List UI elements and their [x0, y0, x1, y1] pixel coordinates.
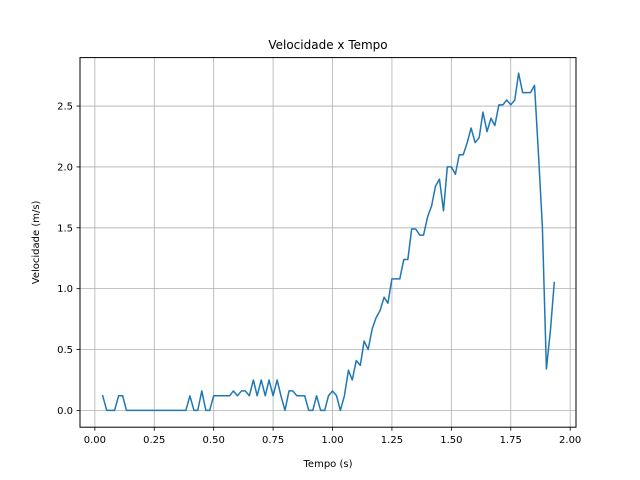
y-tick-label: 1.0: [57, 284, 73, 295]
x-tick-label: 0.00: [84, 435, 106, 446]
y-tick-label: 0.5: [57, 345, 73, 356]
x-tick-label: 1.25: [381, 435, 403, 446]
y-tick-label: 1.5: [57, 223, 73, 234]
x-tick-label: 2.00: [559, 435, 581, 446]
x-tick-label: 1.75: [500, 435, 522, 446]
grid: [80, 57, 576, 428]
series-layer: [101, 72, 556, 412]
x-axis-label: Tempo (s): [303, 459, 353, 470]
y-tick-label: 2.5: [57, 102, 73, 113]
x-tick-label: 0.25: [143, 435, 165, 446]
series-line: [101, 72, 556, 412]
x-tick-label: 0.50: [203, 435, 225, 446]
y-tick-label: 2.0: [57, 162, 73, 173]
x-axis-ticks: 0.00 0.25 0.50 0.75 1.00 1.25 1.50 1.75 2.00: [84, 427, 581, 446]
y-tick-label: 0.0: [57, 406, 73, 417]
plot-frame: [79, 57, 577, 428]
y-axis-label: Velocidade (m/s): [31, 200, 42, 284]
x-tick-label: 1.00: [321, 435, 343, 446]
x-tick-label: 0.75: [262, 435, 284, 446]
chart-title: Velocidade x Tempo: [268, 38, 387, 52]
x-tick-label: 1.50: [440, 435, 462, 446]
y-axis-ticks: 0.0 0.5 1.0 1.5 2.0 2.5: [57, 102, 80, 417]
